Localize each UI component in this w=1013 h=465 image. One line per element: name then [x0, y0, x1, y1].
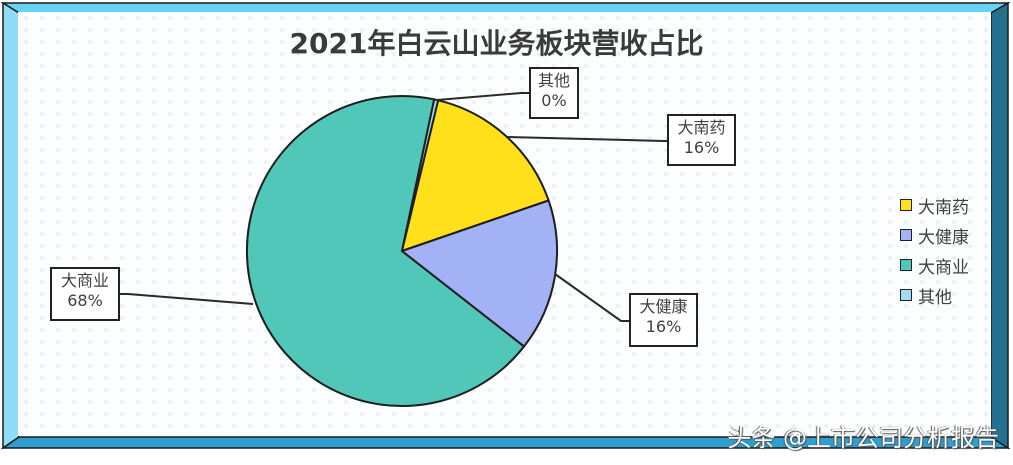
label-name: 大南药: [677, 118, 726, 137]
label-name: 大健康: [639, 297, 688, 316]
leader-qita: [436, 92, 530, 101]
legend-swatch-icon: [900, 259, 912, 271]
data-label-shangye: 大商业 68%: [50, 267, 120, 321]
label-pct: 68%: [67, 291, 103, 310]
legend-label: 大南药: [918, 197, 969, 218]
data-label-qita: 其他 0%: [529, 67, 579, 119]
label-pct: 16%: [683, 138, 720, 157]
chart-title: 2021年白云山业务板块营收占比: [289, 27, 704, 60]
leader-jiankang: [554, 273, 630, 322]
watermark: 头条 @上市公司分析报告: [727, 424, 999, 452]
legend-label: 大健康: [918, 227, 969, 248]
legend-label: 其他: [918, 287, 952, 308]
legend-item-qita: 其他: [900, 280, 969, 310]
legend-swatch-icon: [900, 199, 912, 211]
legend-item-nanyao: 大南药: [900, 190, 969, 220]
slice-shangye: [245, 95, 526, 407]
legend-swatch-icon: [900, 289, 912, 301]
legend-label: 大商业: [918, 257, 969, 278]
leader-shangye: [118, 293, 254, 305]
slice-jiankang: [401, 199, 559, 348]
legend-swatch-icon: [900, 229, 912, 241]
data-label-jiankang: 大健康 16%: [629, 293, 698, 347]
legend-item-jiankang: 大健康: [900, 220, 969, 250]
label-pct: 0%: [541, 91, 567, 110]
legend: 大南药 大健康 大商业 其他: [900, 190, 969, 310]
label-name: 大商业: [60, 271, 109, 290]
label-name: 其他: [537, 71, 570, 90]
legend-item-shangye: 大商业: [900, 250, 969, 280]
label-pct: 16%: [645, 317, 682, 336]
leader-nanyao: [505, 136, 668, 142]
data-label-nanyao: 大南药 16%: [667, 114, 736, 166]
